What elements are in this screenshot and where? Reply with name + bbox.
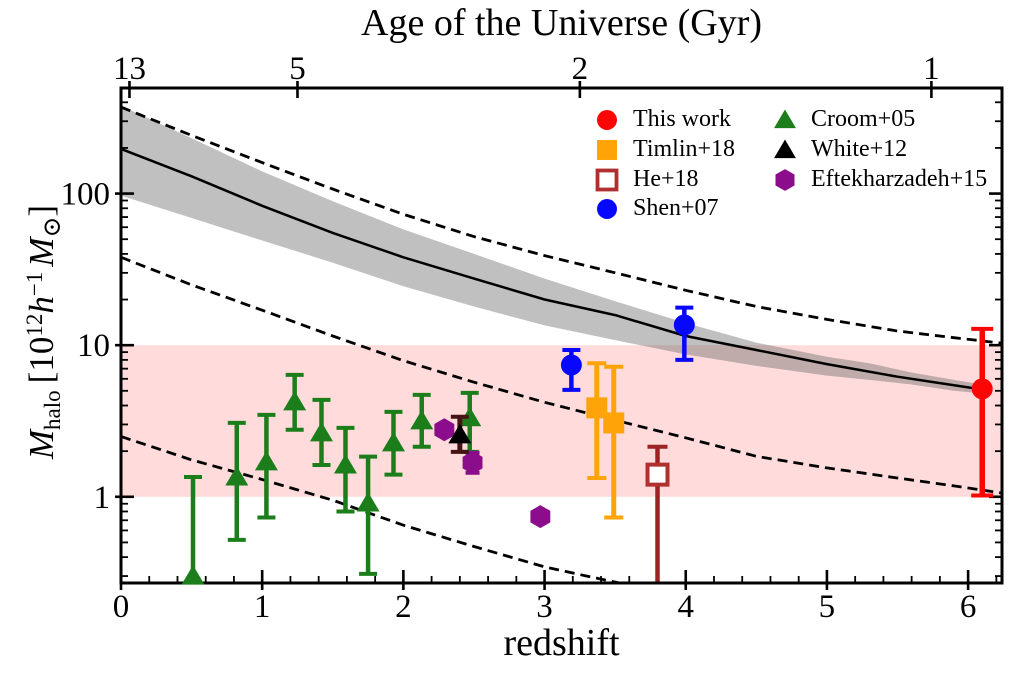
marker-square [603,412,625,434]
marker-circle [560,354,582,376]
marker-triangle [254,450,278,471]
marker-triangle [356,491,380,512]
marker-triangle [381,431,405,452]
top-axis-title: Age of the Universe (Gyr) [361,2,762,44]
marker-triangle [283,390,307,411]
marker-triangle [309,421,333,442]
series-he-18 [645,444,670,582]
tick-label: 5 [289,51,306,87]
tick-label: 10 [77,328,110,364]
curve-model-median-solid [121,147,983,391]
tick-label: 6 [960,589,977,625]
y-label-halo-sub: halo [40,390,65,430]
y-label-bracket: [10 [22,336,61,384]
plot-frame [119,86,1004,585]
marker-hexagon [434,418,455,442]
marker-triangle [410,409,434,430]
marker-square [586,397,608,419]
marker-triangle [448,423,472,444]
y-label-h: h [22,296,61,314]
marker-circle [673,314,695,336]
marker-triangle [225,466,249,486]
model-band-gray [121,105,983,394]
series-shen-07 [560,305,695,392]
tick-label: 13 [113,51,146,87]
tick-label: 100 [61,177,111,213]
series-eftekharzadeh-15 [434,418,551,529]
y-label-exp-minus1: −1 [22,271,47,297]
curve-dashed-upper [121,105,1002,345]
series-croom-05 [181,372,482,585]
marker-open-square [645,462,670,487]
tick-label: 1 [94,480,111,516]
y-label-sun-sub: ⊙ [39,216,66,238]
marker-hexagon [462,451,483,475]
tick-label: 2 [395,589,412,625]
curve-dashed-lower [121,435,627,583]
tick-label: 3 [536,589,553,625]
marker-hexagon [530,505,551,529]
y-label-M: M [22,429,61,460]
series-white-12 [448,414,472,454]
tick-label: 1 [254,589,271,625]
marker-triangle [181,565,205,585]
tick-label: 2 [572,51,589,87]
marker-circle [971,378,993,400]
tick-label: 0 [113,589,130,625]
tick-label: 4 [677,589,694,625]
y-label-exp12: 12 [22,313,47,337]
series-this-work [971,326,994,498]
marker-triangle [333,454,357,474]
tick-label: 1 [923,51,940,87]
curve-dashed-middle [121,255,1002,495]
y-label-M2: M [22,237,61,267]
x-axis-title: redshift [503,622,620,664]
axes-ticks: 0 1 2 3 4 5 6 13 5 2 1 1 10 100 [61,51,1002,625]
series-timlin-18 [586,361,625,520]
marker-triangle [458,406,482,427]
y-label-close-bracket: ] [22,204,61,217]
tick-label: 5 [819,589,836,625]
y-axis-title: Mhalo[1012h−1M⊙] [12,142,66,522]
